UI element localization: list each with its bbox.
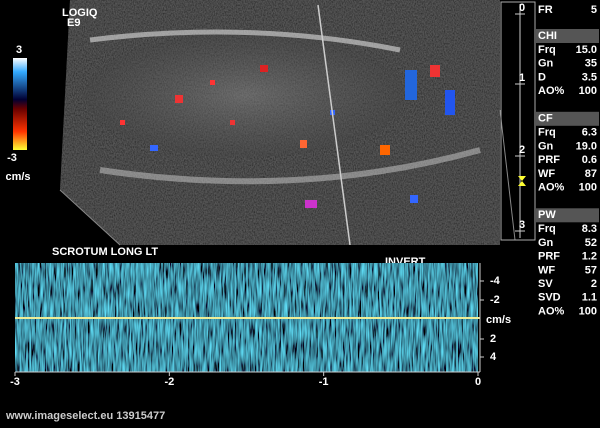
- param-label: AO%: [538, 182, 565, 194]
- param-label: PRF: [538, 154, 560, 166]
- time-tick-label: 0: [475, 376, 481, 388]
- param-label: AO%: [538, 85, 565, 97]
- param-value: 15.0: [576, 44, 597, 56]
- depth-label: 3: [519, 219, 525, 231]
- param-value: 1.1: [582, 292, 597, 304]
- depth-label: 1: [519, 72, 525, 84]
- velocity-unit: cm/s: [486, 314, 511, 326]
- param-label: SV: [538, 278, 553, 290]
- velocity-tick-label: 4: [490, 351, 497, 363]
- param-value: 1.2: [582, 251, 597, 263]
- param-value: 0.6: [582, 154, 597, 166]
- section-header-box: [536, 208, 599, 223]
- depth-label: 0: [519, 2, 525, 14]
- param-label: Gn: [538, 237, 554, 249]
- param-value: 6.3: [582, 127, 597, 139]
- param-label: FR: [538, 4, 553, 16]
- probe-label: SCROTUM LONG LT: [52, 246, 158, 258]
- depth-label: 2: [519, 144, 525, 156]
- color-scale-bar: [13, 58, 27, 150]
- section-header-box: [536, 29, 599, 43]
- color-scale-unit: cm/s: [5, 171, 30, 183]
- param-value: 8.3: [582, 223, 597, 235]
- param-label: SVD: [538, 292, 561, 304]
- velocity-tick-label: -2: [490, 294, 500, 306]
- param-value: 2: [591, 278, 597, 290]
- param-value: 35: [585, 58, 597, 70]
- param-value: 100: [579, 182, 597, 194]
- param-value: 19.0: [576, 140, 597, 152]
- param-value: 57: [585, 264, 597, 276]
- param-label: PRF: [538, 251, 560, 263]
- param-label: Frq: [538, 44, 556, 56]
- param-value: 3.5: [582, 71, 597, 83]
- param-label: AO%: [538, 305, 565, 317]
- param-label: D: [538, 71, 546, 83]
- depth-ruler-box: [500, 1, 536, 241]
- param-value: 100: [579, 305, 597, 317]
- section-title: CF: [538, 113, 553, 125]
- param-label: WF: [538, 264, 555, 276]
- footer: www.imageselect.eu 13915477: [5, 410, 165, 422]
- param-label: Gn: [538, 58, 554, 70]
- param-value: 5: [591, 4, 597, 16]
- time-tick-label: -3: [10, 376, 20, 388]
- section-title: PW: [538, 209, 556, 221]
- model: E9: [67, 17, 80, 29]
- cursor-line: [317, 4, 351, 245]
- param-value: 100: [579, 85, 597, 97]
- time-tick-label: -1: [319, 376, 329, 388]
- section-title: CHI: [538, 30, 557, 42]
- param-value: 52: [585, 237, 597, 249]
- velocity-tick-label: 2: [490, 333, 496, 345]
- velocity-tick-label: -4: [490, 275, 501, 287]
- color-scale-min: -3: [7, 152, 17, 164]
- section-header-box: [536, 111, 599, 126]
- time-tick-label: -2: [164, 376, 174, 388]
- brand: LOGIQ: [62, 7, 98, 19]
- param-label: Frq: [538, 127, 556, 139]
- param-label: Frq: [538, 223, 556, 235]
- fan-edge: [499, 109, 516, 241]
- color-scale-max: 3: [16, 44, 22, 56]
- fan-edge: [59, 189, 121, 246]
- param-label: Gn: [538, 140, 554, 152]
- param-value: 87: [585, 168, 597, 180]
- focus-marker: [518, 176, 526, 181]
- b-mode-image: [60, 0, 500, 245]
- param-label: WF: [538, 168, 555, 180]
- focus-marker: [518, 181, 526, 186]
